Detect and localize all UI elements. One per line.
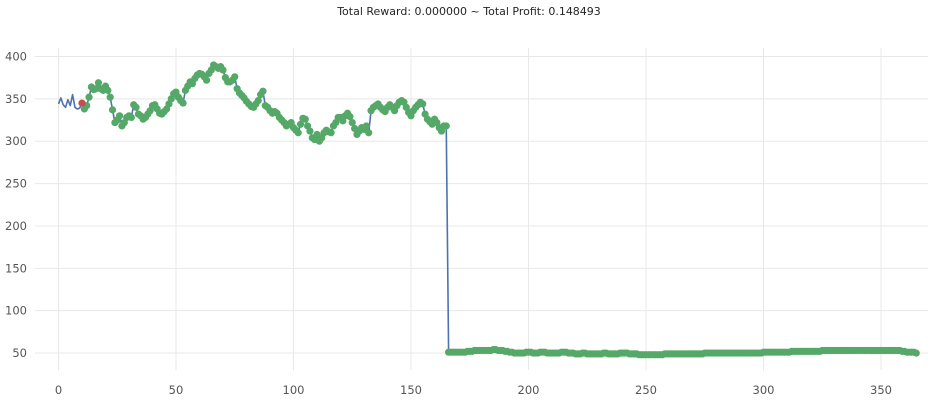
buy-marker — [259, 87, 267, 95]
y-tick-label: 250 — [5, 177, 27, 191]
x-tick-label: 250 — [635, 383, 657, 397]
buy-marker — [132, 103, 140, 111]
buy-marker — [202, 76, 211, 84]
buy-marker — [108, 106, 117, 114]
x-tick-label: 350 — [870, 383, 892, 397]
series-layer — [57, 61, 920, 359]
x-tick-label: 100 — [283, 383, 305, 397]
x-tick-label: 50 — [169, 383, 184, 397]
buy-marker — [104, 86, 112, 94]
y-tick-label: 400 — [5, 49, 27, 63]
price-line — [57, 64, 917, 356]
x-tick-label: 150 — [400, 383, 422, 397]
buy-marker — [94, 79, 103, 87]
y-tick-label: 50 — [12, 346, 27, 360]
tick-labels: 0 50 100 150 200 250 300 350 50 100 150 200 250 300 35… — [5, 49, 892, 397]
buy-marker — [127, 113, 135, 122]
y-tick-label: 350 — [5, 92, 27, 106]
buy-marker — [306, 127, 314, 135]
buy-marker — [231, 73, 239, 81]
buy-marker — [85, 93, 93, 101]
buy-marker — [327, 129, 335, 137]
sell-marker — [78, 99, 86, 107]
grid-layer — [35, 48, 928, 370]
buy-marker — [348, 118, 356, 127]
y-tick-label: 200 — [5, 219, 27, 233]
buy-marker — [254, 96, 262, 105]
buy-marker — [179, 99, 187, 107]
buy-marker — [346, 113, 354, 121]
buy-marker — [116, 112, 124, 120]
y-tick-label: 100 — [5, 304, 27, 318]
buy-marker — [294, 129, 302, 137]
buy-marker — [365, 129, 373, 137]
x-tick-label: 0 — [55, 383, 62, 397]
x-tick-label: 200 — [518, 383, 540, 397]
buy-marker — [419, 100, 427, 108]
buy-marker — [442, 122, 450, 130]
buy-marker — [912, 349, 920, 357]
buy-marker — [106, 93, 114, 101]
x-tick-label: 300 — [753, 383, 775, 397]
buy-marker — [296, 120, 305, 128]
buy-marker — [301, 115, 309, 123]
buy-marker — [219, 66, 227, 74]
chart-title: Total Reward: 0.000000 ~ Total Profit: 0… — [336, 5, 601, 18]
buy-marker — [362, 122, 370, 130]
y-tick-label: 150 — [5, 261, 27, 275]
y-tick-label: 300 — [5, 134, 27, 148]
